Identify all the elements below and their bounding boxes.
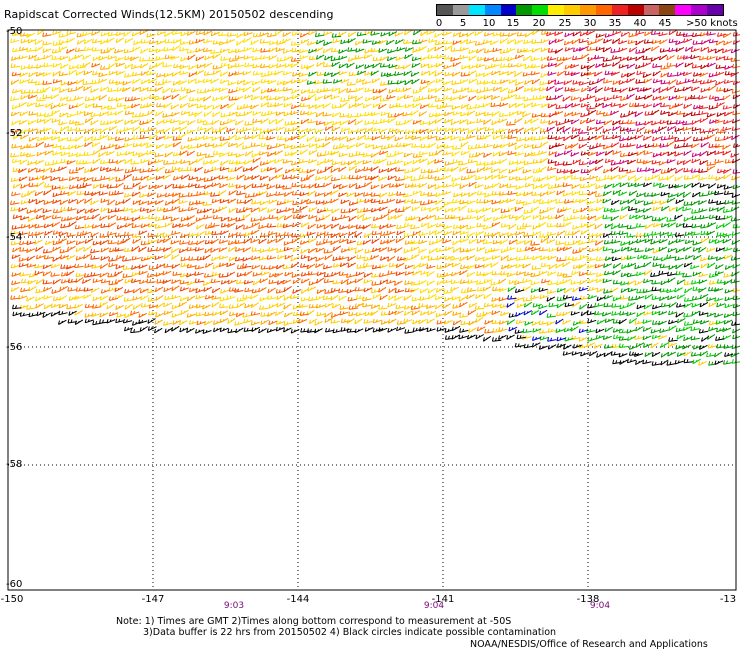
time-label-1: 9:03 (223, 601, 245, 611)
lat-label-52: -52 (6, 128, 23, 139)
lon-label-150: -150 (0, 594, 24, 605)
wind-barb-group (506, 286, 589, 342)
legend-label: 40 (633, 18, 647, 29)
legend-swatch (643, 5, 660, 15)
grid-lines (8, 30, 736, 590)
legend-swatch (500, 5, 517, 15)
legend-label: 30 (583, 18, 597, 29)
lon-label-144: -144 (286, 594, 310, 605)
legend-swatch (532, 5, 549, 15)
legend-label: >50 knots (686, 18, 738, 29)
lat-label-58: -58 (6, 459, 23, 470)
legend-swatch (548, 5, 565, 15)
lon-label-135: -13 (719, 594, 737, 605)
wind-barb-group (546, 31, 740, 174)
map-frame (7, 29, 737, 591)
wind-barb-group (602, 182, 740, 365)
wind-barb-group (10, 31, 740, 334)
lat-label-50: -50 (6, 26, 23, 37)
legend-swatch (595, 5, 612, 15)
wind-speed-legend: 0 5 10 15 20 25 30 35 40 45 >50 knots (435, 4, 738, 32)
lon-label-138: -138 (576, 594, 600, 605)
time-label-2: 9:04 (423, 601, 445, 611)
legend-labels: 0 5 10 15 20 25 30 35 40 45 >50 knots (435, 16, 738, 30)
wind-barb-group (10, 29, 740, 332)
legend-swatch (452, 5, 469, 15)
legend-label: 35 (608, 18, 622, 29)
legend-swatch (691, 5, 708, 15)
legend-label: 15 (506, 18, 520, 29)
legend-label: 10 (482, 18, 496, 29)
legend-swatch (707, 5, 724, 15)
legend-swatch (564, 5, 581, 15)
legend-swatch (675, 5, 692, 15)
legend-label: 5 (459, 18, 467, 29)
legend-label: 25 (558, 18, 572, 29)
credit-line: NOAA/NESDIS/Office of Research and Appli… (470, 639, 708, 650)
wind-barb-group (12, 182, 740, 366)
legend-label: 45 (658, 18, 672, 29)
note-line-2: 3)Data buffer is 22 hrs from 20150502 4)… (143, 627, 557, 638)
legend-swatch (659, 5, 676, 15)
map-title: Rapidscat Corrected Winds(12.5KM) 201505… (4, 8, 334, 21)
wind-barb-group (306, 29, 740, 366)
note-line-1: Note: 1) Times are GMT 2)Times along bot… (116, 616, 512, 627)
lat-label-56: -56 (6, 342, 23, 353)
lon-label-147: -147 (141, 594, 165, 605)
legend-swatch (484, 5, 501, 15)
legend-swatch (516, 5, 533, 15)
wind-barb-group (10, 29, 740, 366)
legend-swatch (580, 5, 596, 15)
legend-swatch (611, 5, 628, 15)
legend-swatch (627, 5, 644, 15)
wind-barb-group (546, 30, 740, 174)
time-label-3: 9:04 (589, 601, 611, 611)
legend-label: 0 (435, 18, 443, 29)
wind-barb-group (506, 286, 606, 342)
legend-label: 20 (532, 18, 546, 29)
legend-swatch (468, 5, 485, 15)
wind-barb-group (10, 29, 718, 302)
lat-label-54: -54 (6, 232, 23, 243)
wind-barb-group (11, 165, 407, 294)
wind-barbs (10, 29, 740, 366)
lon-label-141: -141 (431, 594, 455, 605)
legend-swatch (437, 5, 453, 15)
legend-color-bar (436, 4, 724, 16)
notes: Note: 1) Times are GMT 2)Times along bot… (116, 616, 556, 638)
lat-label-60: -60 (6, 579, 23, 590)
